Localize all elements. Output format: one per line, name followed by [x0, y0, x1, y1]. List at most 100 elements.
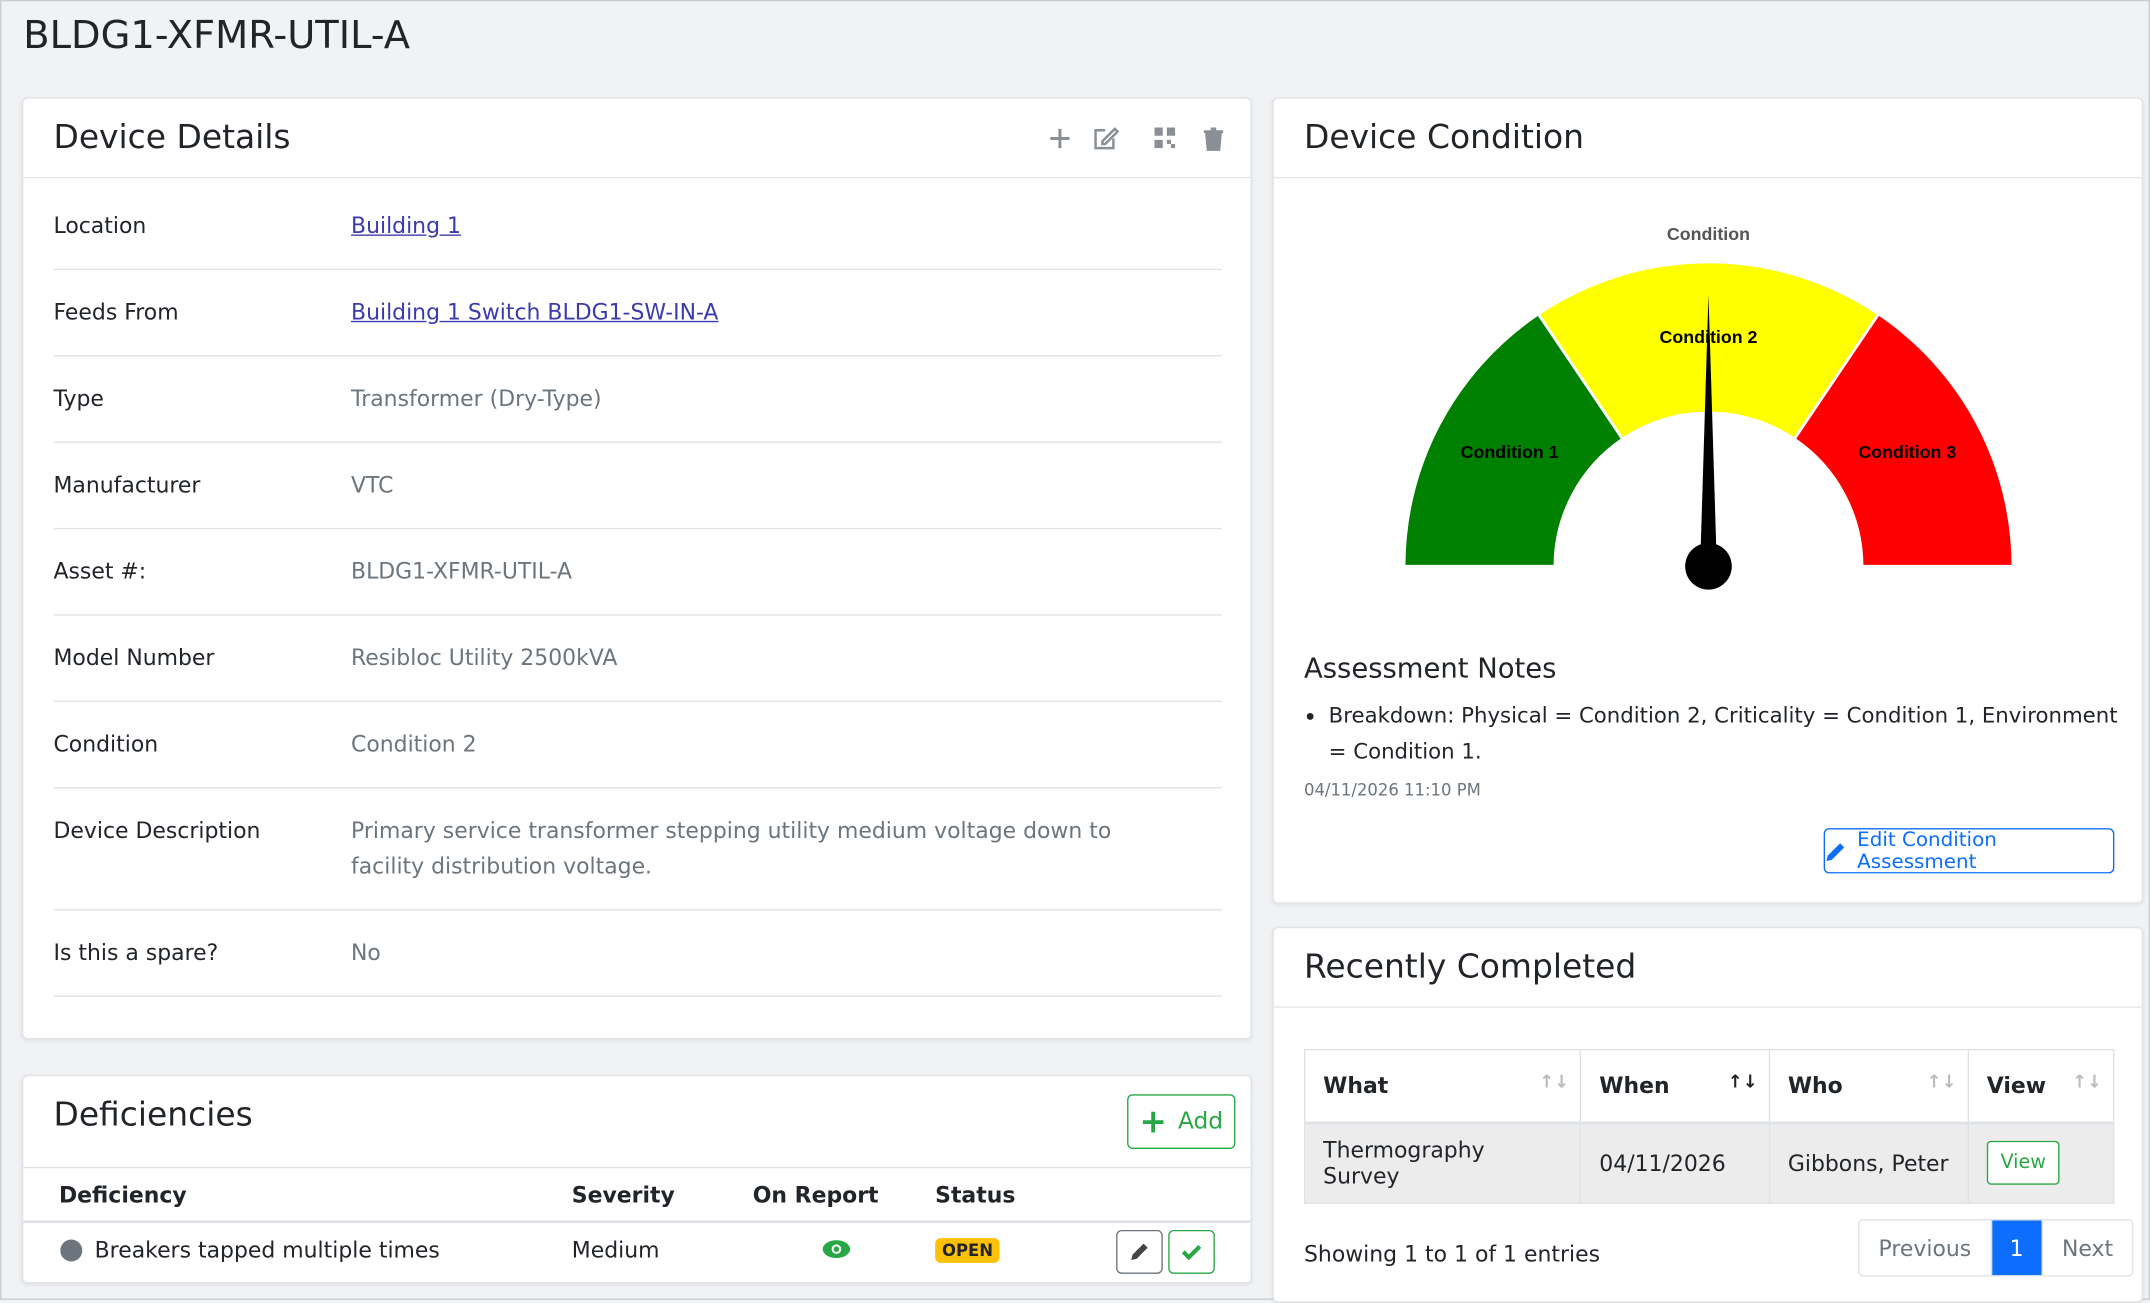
- gauge-segment: [1402, 312, 1625, 568]
- table-row: Breakers tapped multiple times Medium OP…: [23, 1222, 1250, 1280]
- column-header[interactable]: What ↑↓: [1303, 1048, 1582, 1123]
- page-button[interactable]: Next: [2041, 1220, 2133, 1276]
- table-body: Thermography Survey 04/11/2026 Gibbons, Pe…: [1303, 1121, 2115, 1204]
- sort-icon: ↑↓: [1727, 1072, 1758, 1093]
- complete-button[interactable]: [1168, 1229, 1215, 1274]
- button-label: Add: [1177, 1107, 1224, 1136]
- cell: Breakers tapped multiple times: [94, 1236, 440, 1263]
- detail-value: Primary service transformer stepping uti…: [351, 817, 1112, 879]
- detail-value[interactable]: Building 1: [351, 212, 461, 239]
- detail-row: Asset #: BLDG1-XFMR-UTIL-A: [53, 529, 1222, 616]
- table-row: Thermography Survey 04/11/2026 Gibbons, Pe…: [1303, 1121, 2115, 1204]
- details-list: Location Building 1 Feeds From Building 1 S…: [53, 184, 1222, 997]
- gauge-label: Condition 1: [1461, 442, 1559, 462]
- table-header: What ↑↓ When ↑↓ Who ↑↓ View ↑↓: [1303, 1048, 2115, 1123]
- notes-list: Breakdown: Physical = Condition 2, Criti…: [1304, 698, 2124, 769]
- recently-completed-card: Recently Completed What ↑↓ When ↑↓ Who ↑↓ View…: [1272, 926, 2144, 1303]
- detail-value: VTC: [351, 471, 394, 498]
- completed-table: What ↑↓ When ↑↓ Who ↑↓ View ↑↓ Thermography Sur…: [1303, 1048, 2115, 1204]
- detail-row: Device Description Primary service transf…: [53, 788, 1222, 911]
- column-header: Deficiency: [58, 1181, 187, 1209]
- detail-value[interactable]: Building 1 Switch BLDG1-SW-IN-A: [351, 298, 719, 325]
- table-info: Showing 1 to 1 of 1 entries: [1303, 1240, 1601, 1267]
- detail-value: Resibloc Utility 2500kVA: [351, 644, 618, 671]
- cell-text: Thermography Survey: [1323, 1137, 1485, 1190]
- detail-label: Model Number: [53, 644, 215, 671]
- column-header[interactable]: View ↑↓: [1967, 1048, 2115, 1123]
- cell-text: 04/11/2026: [1599, 1150, 1726, 1177]
- detail-row: Feeds From Building 1 Switch BLDG1-SW-IN-…: [53, 270, 1222, 357]
- column-label: What: [1323, 1072, 1389, 1099]
- cell: Gibbons, Peter: [1768, 1121, 1969, 1204]
- gauge-hub: [1685, 542, 1732, 590]
- page-button[interactable]: 1: [1990, 1220, 2042, 1276]
- column-label: Who: [1787, 1072, 1843, 1099]
- cell-text: Gibbons, Peter: [1787, 1150, 1949, 1177]
- column-label: When: [1599, 1072, 1670, 1099]
- detail-label: Asset #:: [53, 558, 147, 585]
- detail-value: BLDG1-XFMR-UTIL-A: [351, 558, 573, 585]
- status-dot: [60, 1239, 83, 1262]
- sort-icon: ↑↓: [1926, 1072, 1957, 1093]
- sort-icon: ↑↓: [1539, 1072, 1570, 1093]
- pencil-icon: [1826, 842, 1845, 861]
- detail-value: Condition 2: [351, 730, 477, 757]
- detail-label: Condition: [53, 730, 159, 757]
- toolbar-icons[interactable]: [1045, 121, 1237, 157]
- table-header: Deficiency Severity On Report Status: [23, 1166, 1251, 1224]
- add-icon[interactable]: [1050, 128, 1070, 149]
- detail-label: Location: [53, 212, 147, 239]
- column-header: On Report: [752, 1181, 879, 1209]
- eye-icon: [822, 1240, 851, 1259]
- add-button[interactable]: + Add: [1127, 1094, 1236, 1150]
- pencil-icon: [1131, 1243, 1148, 1261]
- card-header: Device Condition: [1273, 99, 2142, 179]
- detail-row: Manufacturer VTC: [53, 443, 1222, 530]
- device-details-card: Device Details Location Building 1 Feeds F…: [21, 97, 1252, 1040]
- gauge-title: Condition: [1667, 224, 1750, 244]
- detail-row: Type Transformer (Dry-Type): [53, 357, 1222, 443]
- device-condition-card: Device Condition Condition Condition 1 C…: [1272, 97, 2144, 904]
- column-header[interactable]: Who ↑↓: [1768, 1048, 1969, 1123]
- cell: 04/11/2026: [1580, 1121, 1771, 1204]
- notes-title: Assessment Notes: [1303, 651, 1557, 685]
- qr-icon[interactable]: [1154, 127, 1176, 149]
- pagination[interactable]: Previous 1 Next: [1857, 1218, 2134, 1277]
- detail-row: Location Building 1: [53, 184, 1222, 271]
- deficiencies-card: Deficiencies + Add Deficiency Severity On…: [21, 1074, 1252, 1284]
- detail-row: Condition Condition 2: [53, 702, 1222, 789]
- view-button[interactable]: View: [1986, 1141, 2060, 1186]
- detail-label: Feeds From: [53, 298, 179, 325]
- cell: Thermography Survey: [1303, 1121, 1582, 1204]
- gauge-needle: [1700, 294, 1717, 563]
- card-title: Device Condition: [1303, 117, 1585, 157]
- sort-icon: ↑↓: [2072, 1072, 2103, 1093]
- detail-row: Is this a spare? No: [53, 910, 1222, 997]
- card-header: Recently Completed: [1273, 928, 2142, 1008]
- page-button[interactable]: Previous: [1859, 1220, 1991, 1276]
- check-icon: [1181, 1244, 1202, 1261]
- detail-value: No: [351, 939, 381, 966]
- edit-icon[interactable]: [1094, 127, 1120, 150]
- column-header[interactable]: When ↑↓: [1580, 1048, 1771, 1123]
- note: Breakdown: Physical = Condition 2, Criti…: [1329, 698, 2124, 769]
- edit-button[interactable]: [1116, 1229, 1163, 1274]
- timestamp: 04/11/2026 11:10 PM: [1303, 780, 1481, 800]
- status-badge: OPEN: [935, 1238, 1000, 1263]
- card-title: Device Details: [53, 117, 291, 157]
- column-label: View: [1986, 1072, 2046, 1099]
- page-title: BLDG1-XFMR-UTIL-A: [23, 12, 411, 58]
- card-title: Recently Completed: [1303, 947, 1637, 986]
- card-header: Device Details: [23, 99, 1251, 179]
- detail-value: Transformer (Dry-Type): [351, 385, 602, 412]
- condition-gauge: Condition Condition 1 Condition 2 Condit…: [1402, 224, 2015, 590]
- detail-label: Manufacturer: [53, 471, 201, 498]
- delete-icon[interactable]: [1203, 127, 1224, 151]
- cell: Medium: [571, 1236, 660, 1263]
- edit-condition-button[interactable]: Edit Condition Assessment: [1823, 828, 2115, 874]
- detail-label: Device Description: [53, 817, 261, 844]
- column-header: Status: [935, 1181, 1016, 1209]
